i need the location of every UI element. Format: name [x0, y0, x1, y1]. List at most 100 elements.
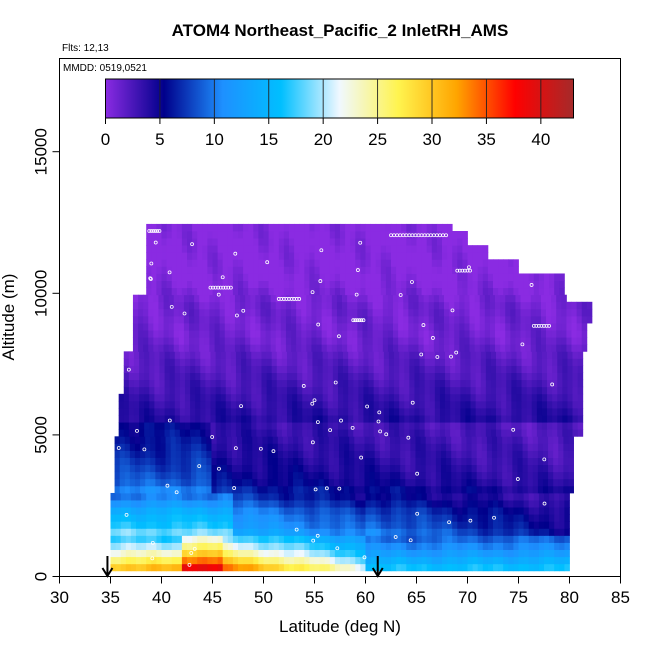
- heatmap-cell: [309, 507, 315, 515]
- heatmap-cell: [576, 323, 583, 331]
- heatmap-cell: [551, 323, 557, 331]
- heatmap-cell: [125, 492, 132, 501]
- heatmap-cell: [232, 500, 239, 508]
- heatmap-cell: [340, 500, 346, 508]
- heatmap-cell: [192, 535, 198, 543]
- heatmap-cell: [380, 245, 387, 253]
- heatmap-cell: [464, 323, 470, 331]
- heatmap-cell: [359, 478, 365, 487]
- heatmap-cell: [373, 358, 380, 366]
- heatmap-cell: [498, 500, 504, 508]
- heatmap-cell: [138, 344, 144, 352]
- heatmap-cell: [189, 294, 195, 303]
- heatmap-cell: [449, 315, 455, 324]
- heatmap-cell: [150, 443, 156, 451]
- heatmap-cell: [517, 478, 523, 487]
- heatmap-cell: [442, 266, 448, 274]
- heatmap-cell: [452, 231, 458, 239]
- heatmap-cell: [128, 372, 135, 381]
- heatmap-cell: [558, 436, 564, 444]
- heatmap-cell: [547, 365, 553, 373]
- heatmap-cell: [516, 358, 522, 366]
- heatmap-cell: [551, 337, 557, 345]
- heatmap-cell: [345, 280, 351, 289]
- track-point: [221, 285, 226, 290]
- heatmap-cell: [527, 450, 534, 458]
- heatmap-cell: [345, 542, 351, 550]
- heatmap-cell: [401, 273, 407, 281]
- track-point: [310, 290, 315, 295]
- heatmap-cell: [433, 330, 440, 338]
- heatmap-cell: [472, 556, 479, 565]
- heatmap-cell: [322, 408, 329, 416]
- track-point: [235, 313, 239, 318]
- track-point: [220, 275, 225, 280]
- heatmap-cell: [459, 337, 465, 345]
- heatmap-cell: [225, 408, 232, 416]
- heatmap-cell: [238, 287, 244, 296]
- heatmap-cell: [266, 393, 273, 402]
- heatmap-cell: [136, 507, 142, 515]
- track-point: [544, 323, 549, 328]
- heatmap-cell: [146, 492, 152, 501]
- heatmap-cell: [211, 450, 217, 458]
- track-point: [315, 533, 320, 538]
- heatmap-cell: [302, 386, 308, 395]
- heatmap-cell: [289, 287, 295, 296]
- heatmap-cell: [370, 287, 377, 296]
- heatmap-cell: [342, 301, 348, 310]
- heatmap-cell: [500, 344, 506, 352]
- heatmap-cell: [163, 323, 170, 331]
- heatmap-cell: [200, 365, 206, 373]
- heatmap-cell: [222, 514, 229, 522]
- heatmap-cell: [533, 521, 540, 529]
- heatmap-cell: [202, 266, 208, 274]
- heatmap-cell: [146, 563, 152, 572]
- heatmap-cell: [160, 478, 166, 487]
- heatmap-cell: [123, 386, 130, 395]
- heatmap-cell: [207, 542, 213, 550]
- heatmap-cell: [484, 294, 491, 303]
- heatmap-cell: [447, 521, 453, 529]
- heatmap-cell: [171, 563, 178, 572]
- heatmap-cell: [403, 294, 409, 303]
- heatmap-cell: [289, 500, 295, 508]
- heatmap-cell: [469, 323, 476, 331]
- heatmap-cell: [215, 358, 222, 366]
- heatmap-cell: [420, 485, 427, 494]
- heatmap-cell: [220, 415, 227, 423]
- heatmap-cell: [496, 365, 502, 373]
- heatmap-cell: [321, 308, 328, 317]
- heatmap-cell: [532, 464, 539, 473]
- heatmap-cell: [450, 365, 456, 373]
- heatmap-cell: [342, 308, 348, 317]
- track-point: [534, 323, 539, 328]
- heatmap-cell: [311, 344, 317, 352]
- heatmap-cell: [144, 422, 150, 430]
- heatmap-cell: [262, 478, 268, 487]
- heatmap-cell: [222, 252, 229, 260]
- heatmap-cell: [503, 280, 509, 289]
- heatmap-cell: [136, 528, 142, 536]
- heatmap-cell: [313, 457, 319, 466]
- heatmap-cell: [452, 492, 458, 501]
- heatmap-cell: [207, 528, 213, 536]
- heatmap-cell: [493, 500, 499, 508]
- heatmap-cell: [240, 301, 246, 310]
- heatmap-cell: [396, 563, 402, 572]
- heatmap-cell: [445, 415, 451, 423]
- heatmap-cell: [370, 223, 377, 232]
- heatmap-cell: [317, 422, 324, 430]
- heatmap-cell: [531, 372, 538, 381]
- heatmap-cell: [268, 556, 275, 565]
- heatmap-cell: [480, 358, 487, 366]
- heatmap-cell: [151, 266, 157, 274]
- heatmap-cell: [155, 436, 161, 444]
- heatmap-cell: [161, 507, 167, 515]
- heatmap-cell: [306, 323, 312, 331]
- heatmap-cell: [491, 464, 498, 473]
- heatmap-cell: [517, 450, 523, 458]
- heatmap-cell: [194, 308, 200, 317]
- heatmap-cell: [497, 443, 503, 451]
- heatmap-cell: [304, 259, 310, 267]
